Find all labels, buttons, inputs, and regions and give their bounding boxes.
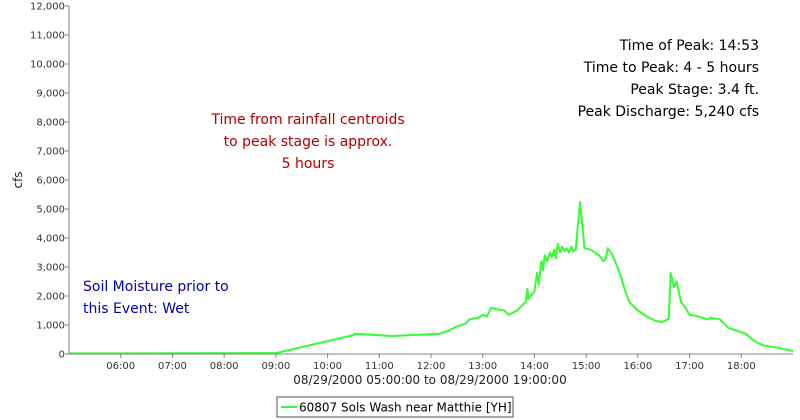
- x-tick-label: 10:00: [313, 361, 342, 372]
- y-tick-label: 10,000: [30, 60, 65, 71]
- x-tick-label: 15:00: [572, 361, 601, 372]
- plot-area: [69, 6, 793, 354]
- legend-label-series: 60807 Sols Wash near Matthie [YH]: [299, 401, 512, 415]
- legend: 60807 Sols Wash near Matthie [YH]: [276, 396, 514, 418]
- centroid-note-line: to peak stage is approx.: [224, 134, 393, 150]
- series-layer: [68, 201, 794, 355]
- series-line-0: [68, 201, 794, 355]
- x-axis-ticks: 06:00 07:00 08:00 09:00 10:00 11:00 12:00 13:00…: [106, 354, 756, 372]
- y-axis-label: cfs: [11, 171, 25, 188]
- y-tick-label: 6,000: [36, 176, 65, 187]
- x-tick-label: 14:00: [520, 361, 549, 372]
- y-axis-ticks: 0 1,000 2,000 3,000 4,000 5,000 6,000 7,000 8,00…: [30, 2, 69, 361]
- x-tick-label: 17:00: [675, 361, 704, 372]
- soil-note-line: Soil Moisture prior to: [83, 279, 229, 295]
- y-tick-label: 9,000: [36, 89, 65, 100]
- x-tick-label: 12:00: [417, 361, 446, 372]
- x-tick-label: 09:00: [261, 361, 290, 372]
- centroid-note-line: 5 hours: [282, 156, 335, 172]
- y-tick-label: 5,000: [36, 205, 65, 216]
- x-tick-label: 07:00: [158, 361, 187, 372]
- x-axis-label: 08/29/2000 05:00:00 to 08/29/2000 19:00:…: [293, 373, 566, 387]
- x-tick-label: 11:00: [365, 361, 394, 372]
- y-tick-label: 7,000: [36, 147, 65, 158]
- y-tick-label: 3,000: [36, 263, 65, 274]
- y-tick-label: 12,000: [30, 2, 65, 13]
- centroid-note-line: Time from rainfall centroids: [210, 112, 404, 128]
- y-tick-label: 2,000: [36, 292, 65, 303]
- peak-info-line: Peak Stage: 3.4 ft.: [630, 82, 759, 98]
- soil-note-line: this Event: Wet: [83, 301, 190, 317]
- y-tick-label: 4,000: [36, 234, 65, 245]
- x-tick-label: 08:00: [210, 361, 239, 372]
- peak-info-line: Time to Peak: 4 - 5 hours: [583, 60, 759, 76]
- y-tick-label: 8,000: [36, 118, 65, 129]
- peak-info-line: Peak Discharge: 5,240 cfs: [578, 104, 759, 120]
- y-tick-label: 0: [59, 350, 65, 361]
- peak-info-line: Time of Peak: 14:53: [619, 38, 759, 54]
- y-tick-label: 1,000: [36, 321, 65, 332]
- x-tick-label: 16:00: [623, 361, 652, 372]
- x-tick-label: 13:00: [468, 361, 497, 372]
- y-tick-label: 11,000: [30, 31, 65, 42]
- legend-box: [276, 396, 514, 418]
- annotations: Time of Peak: 14:53 Time to Peak: 4 - 5 h…: [83, 38, 759, 317]
- x-tick-label: 06:00: [106, 361, 135, 372]
- x-tick-label: 18:00: [727, 361, 756, 372]
